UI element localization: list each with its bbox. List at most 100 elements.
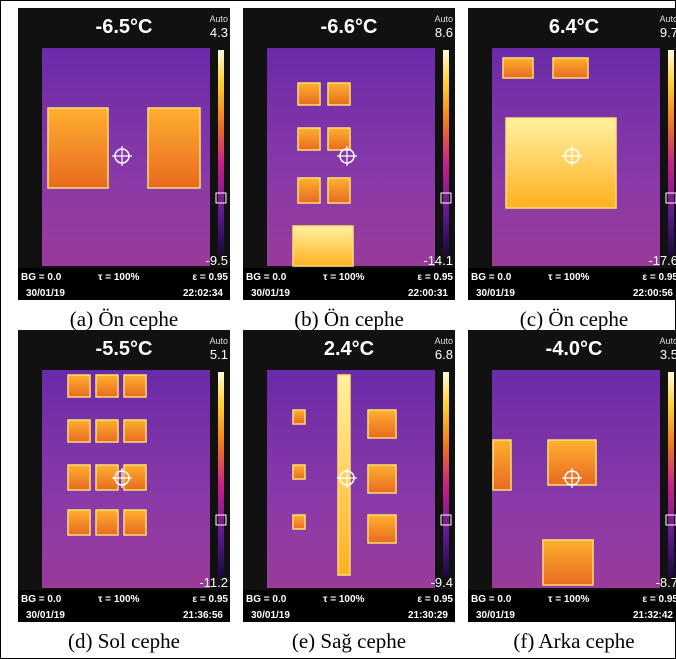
window [503,58,533,78]
window [493,440,511,490]
window [96,420,118,442]
auto-label: Auto [209,336,228,346]
transmission: τ = 100% [548,272,590,283]
transmission: τ = 100% [98,272,140,283]
transmission: τ = 100% [323,272,365,283]
colorbar [443,372,449,577]
scale-max: 3.5 [660,347,676,362]
scale-min: -14.1 [423,253,453,268]
caption: (f) Arka cephe [513,629,634,653]
caption: (a) Ön cephe [70,307,178,331]
window [68,465,90,490]
scale-max: 6.8 [435,347,453,362]
temperature: -6.6°C [321,16,378,38]
emissivity: ε = 0.95 [417,272,453,283]
window [96,375,118,397]
window [368,515,396,543]
emissivity: ε = 0.95 [192,272,228,283]
window [298,178,320,203]
scale-min: -9.5 [206,253,228,268]
window [298,83,320,105]
colorbar [443,50,449,255]
window [293,410,305,424]
window [96,510,118,535]
time: 21:36:56 [183,610,223,621]
transmission: τ = 100% [98,594,140,605]
colorbar [668,372,674,577]
temperature: -5.5°C [96,338,153,360]
background-value: BG = 0.0 [21,594,62,605]
date: 30/01/19 [476,288,515,299]
date: 30/01/19 [251,288,290,299]
thermal-panel: 2.4°C Auto6.8 -9.4 BG = 0.0 τ = 100% ε = 0.95… [243,330,455,622]
window [368,465,396,493]
scale-max: 5.1 [210,347,228,362]
background-value: BG = 0.0 [471,594,512,605]
colorbar [668,50,674,255]
window [328,83,350,105]
window [124,375,146,397]
figure: -6.5°C Auto 4.3 -9.5 BG = 0.0 τ = 100% ε = 0.9… [0,0,676,659]
date: 30/01/19 [476,610,515,621]
scale-min: -11.2 [199,575,228,590]
window [328,178,350,203]
window [506,118,616,208]
transmission: τ = 100% [548,594,590,605]
window [338,375,350,575]
scale-min: -9.4 [431,575,453,590]
scale-min: -17.6 [648,253,676,268]
time: 21:32:42 [633,610,673,621]
window [293,226,353,266]
window [543,540,593,585]
auto-label: Auto [659,14,676,24]
caption: (e) Sağ cephe [292,629,406,653]
scale-max: 8.6 [435,25,453,40]
background-value: BG = 0.0 [21,272,62,283]
window [48,108,108,188]
window [68,510,90,535]
window [124,510,146,535]
window [68,375,90,397]
colorbar [218,372,224,577]
auto-label: Auto [659,336,676,346]
background-value: BG = 0.0 [246,272,287,283]
thermal-image [267,370,435,588]
caption: (c) Ön cephe [520,307,628,331]
emissivity: ε = 0.95 [642,594,676,605]
window [68,420,90,442]
background-value: BG = 0.0 [246,594,287,605]
date: 30/01/19 [251,610,290,621]
scale-max: 4.3 [210,25,228,40]
auto-label: Auto [434,14,453,24]
auto-label: Auto [434,336,453,346]
background-value: BG = 0.0 [471,272,512,283]
emissivity: ε = 0.95 [642,272,676,283]
time: 22:00:31 [408,288,448,299]
temperature: -6.5°C [96,16,153,38]
temperature: -4.0°C [546,338,603,360]
scale-max: 9.7 [660,25,676,40]
date: 30/01/19 [26,610,65,621]
page: -6.5°C Auto 4.3 -9.5 BG = 0.0 τ = 100% ε = 0.9… [0,0,676,659]
window [148,108,200,188]
window [293,465,305,479]
emissivity: ε = 0.95 [192,594,228,605]
window [553,58,588,78]
window [124,420,146,442]
window [293,515,305,529]
emissivity: ε = 0.95 [417,594,453,605]
time: 21:30:29 [408,610,448,621]
caption: (b) Ön cephe [294,307,404,331]
window [298,128,320,150]
window [368,410,396,438]
caption: (d) Sol cephe [68,629,180,653]
time: 22:02:34 [183,288,223,299]
temperature: 2.4°C [324,338,374,360]
transmission: τ = 100% [323,594,365,605]
temperature: 6.4°C [549,16,599,38]
